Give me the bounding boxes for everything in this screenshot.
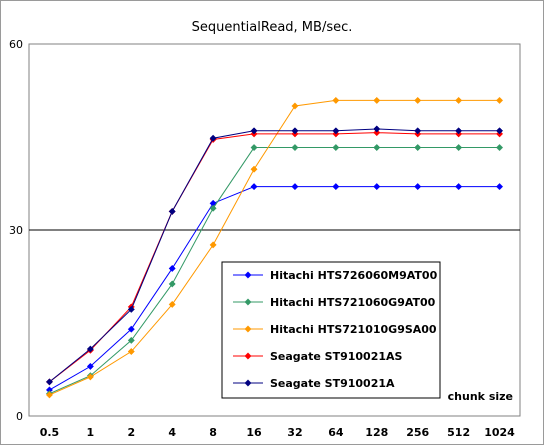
data-point — [373, 96, 381, 104]
legend-label: Seagate ST910021AS — [270, 350, 403, 363]
series-line — [49, 128, 500, 383]
series-line — [49, 132, 500, 383]
x-tick-label: 128 — [365, 426, 388, 439]
data-point — [209, 241, 217, 249]
legend-entry-2: Hitachi HTS721060G9AT00 — [233, 296, 436, 309]
y-axis-tick-labels: 0 30 60 — [9, 38, 23, 423]
data-point — [86, 345, 94, 353]
data-point — [209, 204, 217, 212]
data-point — [495, 127, 504, 135]
y-tick-label: 60 — [9, 38, 23, 51]
legend-label: Seagate ST910021A — [270, 377, 395, 390]
legend-box — [221, 261, 441, 399]
data-point — [168, 280, 176, 288]
x-tick-label: 4 — [168, 426, 176, 439]
data-point — [250, 183, 258, 191]
data-point — [455, 183, 463, 191]
legend-label: Hitachi HTS721060G9AT00 — [270, 296, 436, 309]
data-point — [250, 143, 258, 152]
data-point — [86, 362, 94, 370]
data-point — [373, 129, 381, 137]
x-axis-tick-labels: 0.5 1 2 4 8 16 32 64 128 256 512 1024 — [40, 426, 515, 439]
x-axis-label: chunk size — [448, 390, 513, 403]
x-tick-label: 512 — [447, 426, 470, 439]
data-point — [127, 336, 135, 344]
legend-label: Hitachi HTS721010G9SA00 — [270, 323, 437, 336]
legend-swatch-marker — [244, 298, 252, 306]
legend-swatch-marker — [244, 352, 252, 360]
data-point — [332, 143, 340, 152]
data-point — [168, 300, 176, 308]
data-point — [455, 127, 463, 135]
data-point — [127, 347, 135, 356]
data-point — [250, 165, 258, 173]
chart-title: SequentialRead, MB/sec. — [192, 20, 353, 35]
data-point — [455, 143, 463, 152]
data-point — [291, 143, 299, 152]
data-point — [332, 127, 340, 135]
x-tick-label: 1 — [87, 426, 95, 439]
data-point — [250, 127, 258, 135]
legend-entry-1: Hitachi HTS726060M9AT00 — [233, 269, 438, 282]
y-tick-label: 0 — [16, 410, 23, 423]
data-point — [414, 183, 422, 191]
data-point — [495, 143, 504, 152]
series-5 — [45, 125, 504, 386]
series-line — [49, 186, 500, 391]
legend-label: Hitachi HTS726060M9AT00 — [270, 269, 438, 282]
data-point — [332, 183, 340, 191]
data-point — [291, 127, 299, 135]
series-line — [49, 147, 500, 395]
data-point — [168, 207, 176, 215]
data-point — [127, 305, 135, 313]
legend-entry-5: Seagate ST910021A — [233, 377, 395, 390]
legend-swatch-marker — [244, 325, 252, 333]
series-layer — [45, 96, 504, 399]
legend-entry-4: Seagate ST910021AS — [233, 350, 403, 363]
data-point — [127, 325, 135, 333]
legend-swatch-marker — [244, 271, 252, 279]
data-point — [373, 183, 381, 191]
x-tick-label: 2 — [127, 426, 135, 439]
series-3 — [45, 96, 504, 399]
data-point — [209, 134, 217, 142]
data-point — [414, 143, 422, 152]
x-tick-label: 64 — [328, 426, 344, 439]
legend-entry-3: Hitachi HTS721010G9SA00 — [233, 323, 437, 336]
data-point — [332, 96, 340, 104]
data-point — [495, 96, 504, 104]
legend: Hitachi HTS726060M9AT00 Hitachi HTS721060… — [221, 261, 441, 399]
data-point — [495, 183, 504, 191]
data-point — [86, 373, 94, 381]
data-point — [373, 125, 381, 133]
legend-swatch-marker — [244, 379, 252, 387]
x-tick-label: 256 — [406, 426, 429, 439]
x-tick-label: 32 — [287, 426, 302, 439]
data-point — [414, 127, 422, 135]
data-point — [45, 378, 54, 386]
data-point — [291, 183, 299, 191]
data-point — [291, 102, 299, 110]
x-tick-label: 0.5 — [40, 426, 60, 439]
series-line — [49, 99, 500, 396]
data-point — [455, 96, 463, 104]
series-1 — [45, 183, 504, 394]
x-tick-label: 16 — [246, 426, 262, 439]
data-point — [45, 391, 54, 399]
data-point — [168, 264, 176, 272]
x-tick-label: 8 — [209, 426, 217, 439]
x-tick-label: 1024 — [484, 426, 515, 439]
data-point — [414, 96, 422, 104]
y-tick-label: 30 — [9, 224, 23, 237]
data-point — [373, 143, 381, 152]
